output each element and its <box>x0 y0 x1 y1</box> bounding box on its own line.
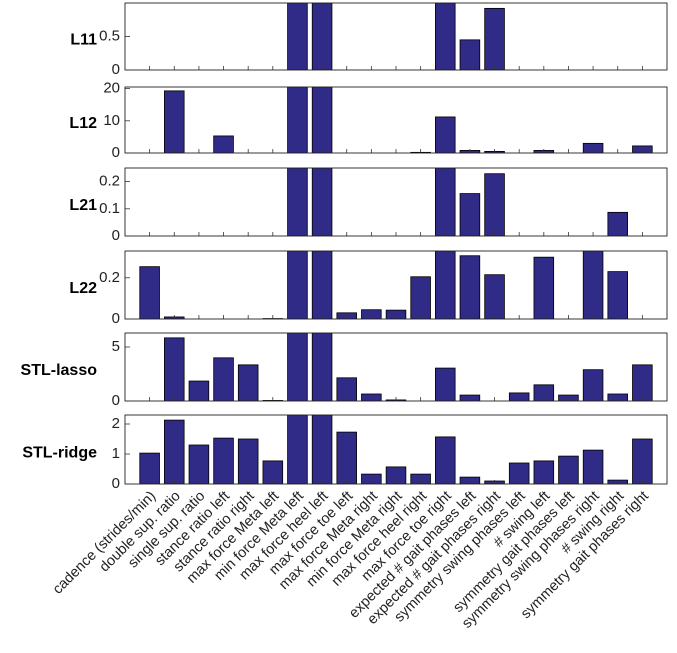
y-tick-label: 0 <box>112 392 120 409</box>
bar <box>435 168 456 236</box>
bar <box>410 473 431 484</box>
bar <box>311 251 333 319</box>
y-tick-label: 10 <box>103 112 120 129</box>
bar <box>311 3 333 70</box>
bar <box>632 364 653 401</box>
y-tick-label: 0 <box>112 475 120 492</box>
bar <box>484 274 505 319</box>
plot-area <box>287 3 505 70</box>
bar <box>287 168 308 236</box>
bar <box>164 90 185 153</box>
y-axis-label: L22 <box>69 280 97 297</box>
bar <box>213 135 234 153</box>
axes-box <box>124 332 668 402</box>
bar <box>213 357 234 401</box>
axes-box <box>124 250 668 320</box>
y-tick-label: 0 <box>112 227 120 244</box>
bar <box>287 333 308 401</box>
bar <box>188 444 210 484</box>
bar <box>311 333 333 401</box>
y-axis-label: L12 <box>69 115 97 132</box>
axes-box <box>124 2 668 71</box>
y-tick-label: 2 <box>112 415 120 432</box>
bar <box>508 462 530 484</box>
axes-box <box>124 167 668 237</box>
bar <box>287 415 308 484</box>
bar <box>607 271 628 319</box>
y-axis-label: L21 <box>69 197 97 214</box>
bar <box>311 168 333 236</box>
bar <box>164 419 185 484</box>
bar <box>361 473 382 484</box>
bar <box>582 369 604 401</box>
plot-area <box>139 415 653 484</box>
y-tick-label: 0 <box>112 310 120 327</box>
bar <box>164 337 185 401</box>
bar <box>484 173 505 236</box>
y-tick-label: 0.5 <box>99 27 120 44</box>
bar <box>139 452 160 484</box>
plot-area <box>287 168 628 236</box>
plot-area <box>164 87 653 153</box>
bar <box>582 449 604 484</box>
bar <box>287 87 308 153</box>
y-tick-label: 5 <box>112 338 120 355</box>
axes-box <box>124 414 668 485</box>
bar <box>287 3 308 70</box>
bar <box>459 193 481 236</box>
plot-area <box>139 251 628 319</box>
bar <box>237 364 259 401</box>
bar <box>435 436 456 484</box>
y-axis-label: STL-lasso <box>21 362 98 379</box>
y-axis-label: L11 <box>70 32 97 49</box>
bar <box>533 256 555 319</box>
bar <box>484 7 505 70</box>
y-tick-label: 0 <box>112 144 120 161</box>
y-axis-label: STL-ridge <box>22 445 97 462</box>
bar <box>287 251 308 319</box>
y-tick-label: 1 <box>112 445 120 462</box>
y-tick-label: 0.2 <box>99 269 120 286</box>
axes-box <box>124 86 668 154</box>
bar <box>435 116 456 153</box>
bar <box>582 251 604 319</box>
bar <box>311 415 333 484</box>
bar <box>139 266 160 319</box>
bar <box>237 438 259 484</box>
bar <box>435 367 456 401</box>
bar <box>435 3 456 70</box>
y-tick-label: 0 <box>112 61 120 78</box>
bar <box>336 431 357 484</box>
bar <box>558 455 579 484</box>
bar <box>435 251 456 319</box>
y-tick-label: 0.2 <box>99 173 120 190</box>
bar <box>410 276 431 319</box>
y-tick-label: 20 <box>103 80 120 97</box>
plot-area <box>164 333 653 401</box>
y-tick-label: 0.1 <box>99 200 120 217</box>
bar <box>632 438 653 484</box>
bar <box>459 39 481 70</box>
bar <box>385 309 407 319</box>
bar <box>311 87 333 153</box>
bar <box>459 255 481 319</box>
bar <box>213 437 234 484</box>
